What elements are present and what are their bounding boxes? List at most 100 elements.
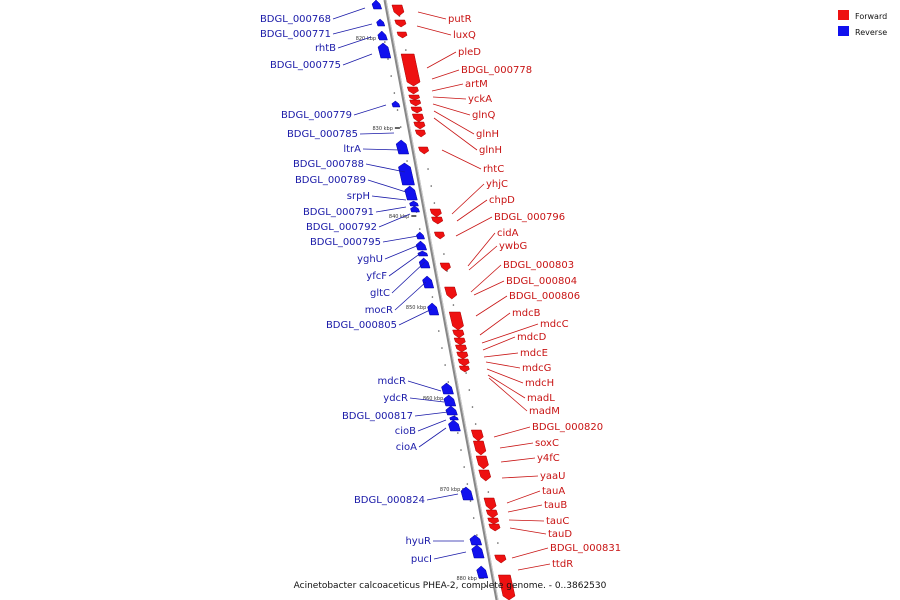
reverse-gene (441, 382, 454, 395)
reverse-gene-label: mdcR (377, 376, 406, 387)
tick-label: 830 kbp (373, 126, 393, 132)
position-dot (463, 466, 465, 468)
leader-line (426, 493, 459, 501)
forward-gene (458, 365, 470, 373)
position-dot (452, 304, 455, 306)
reverse-gene-label: BDGL_000795 (310, 237, 381, 248)
position-dot (443, 253, 445, 255)
leader-line (365, 163, 406, 173)
forward-gene-label: mdcE (520, 348, 548, 359)
reverse-gene-label: BDGL_000788 (293, 159, 364, 170)
leader-line (488, 377, 528, 412)
forward-gene-label: soxC (535, 438, 559, 449)
leader-line (398, 308, 433, 326)
leader-line (391, 261, 426, 294)
leader-line (359, 132, 395, 135)
reverse-gene (416, 231, 425, 240)
forward-gene (472, 440, 487, 456)
leader-line (431, 83, 464, 92)
leader-line (371, 195, 407, 201)
forward-gene (488, 523, 501, 532)
reverse-gene-label: BDGL_000775 (270, 60, 341, 71)
leader-line (353, 104, 387, 116)
position-dot (472, 517, 475, 519)
reverse-gene (417, 250, 429, 257)
leader-line (456, 199, 488, 222)
reverse-gene-label: hyuR (405, 536, 431, 547)
position-dot (497, 542, 499, 544)
forward-gene (498, 574, 516, 600)
genome-axis (383, 0, 499, 600)
forward-gene (470, 429, 484, 442)
leader-line (416, 25, 452, 36)
legend-swatch-forward (838, 10, 849, 20)
forward-gene (414, 129, 426, 138)
reverse-gene-label: BDGL_000805 (326, 320, 397, 331)
forward-gene-label: tauA (542, 486, 565, 497)
legend: Forward Reverse (838, 10, 887, 37)
leader-line (468, 245, 498, 271)
reverse-gene-label: BDGL_000771 (260, 29, 331, 40)
forward-gene-label: glnQ (472, 110, 495, 121)
tick-label: 870 kbp (440, 487, 460, 493)
legend-label-reverse: Reverse (855, 28, 887, 37)
leader-line (493, 426, 531, 438)
reverse-gene (476, 565, 489, 579)
position-dot (441, 347, 443, 349)
leader-line (467, 232, 496, 267)
reverse-gene (469, 534, 483, 546)
position-dot (487, 491, 490, 493)
position-dot (460, 449, 462, 451)
leader-line (384, 244, 420, 260)
position-dot (390, 75, 392, 77)
forward-gene (475, 455, 489, 470)
position-dot (457, 432, 459, 434)
leader-line (500, 457, 536, 463)
reverse-gene-label: yghU (357, 254, 383, 265)
forward-gene (394, 19, 407, 28)
forward-gene (478, 469, 492, 482)
leader-line (382, 235, 419, 243)
leader-line (433, 110, 475, 135)
forward-gene-label: pleD (458, 47, 481, 58)
forward-gene (406, 86, 419, 95)
forward-gene-label: glnH (476, 129, 499, 140)
leader-line (418, 427, 447, 448)
forward-gene (494, 554, 507, 564)
position-dot (384, 41, 386, 43)
reverse-gene-label: BDGL_000789 (295, 175, 366, 186)
leader-line (409, 397, 445, 403)
forward-gene (408, 94, 420, 101)
reverse-gene (371, 0, 383, 10)
forward-gene-label: BDGL_000796 (494, 212, 565, 223)
reverse-gene (422, 275, 435, 289)
position-dot (406, 160, 408, 162)
leader-line (481, 323, 539, 344)
forward-gene (439, 262, 451, 272)
leader-line (417, 419, 447, 432)
leader-line (378, 213, 411, 228)
reverse-gene (449, 415, 459, 421)
leader-line (482, 336, 516, 351)
leader-line (414, 411, 449, 417)
forward-gene-label: chpD (489, 195, 515, 206)
position-dot (476, 534, 478, 536)
leader-line (475, 295, 508, 317)
forward-gene (483, 497, 497, 511)
reverse-gene (398, 162, 415, 186)
forward-gene-label: mdcH (525, 378, 554, 389)
forward-gene-label: mdcG (522, 363, 551, 374)
reverse-gene-label: cioB (395, 426, 416, 437)
forward-gene-label: rhtC (483, 164, 504, 175)
position-dot (471, 406, 474, 408)
forward-gene-label: BDGL_000831 (550, 543, 621, 554)
leader-line (332, 23, 373, 35)
forward-gene (411, 113, 425, 123)
reverse-gene-label: BDGL_000792 (306, 222, 377, 233)
reverse-gene (410, 205, 420, 213)
forward-gene (396, 31, 408, 39)
reverse-gene (377, 30, 388, 41)
leader-line (433, 117, 478, 151)
legend-swatch-reverse (838, 26, 849, 36)
